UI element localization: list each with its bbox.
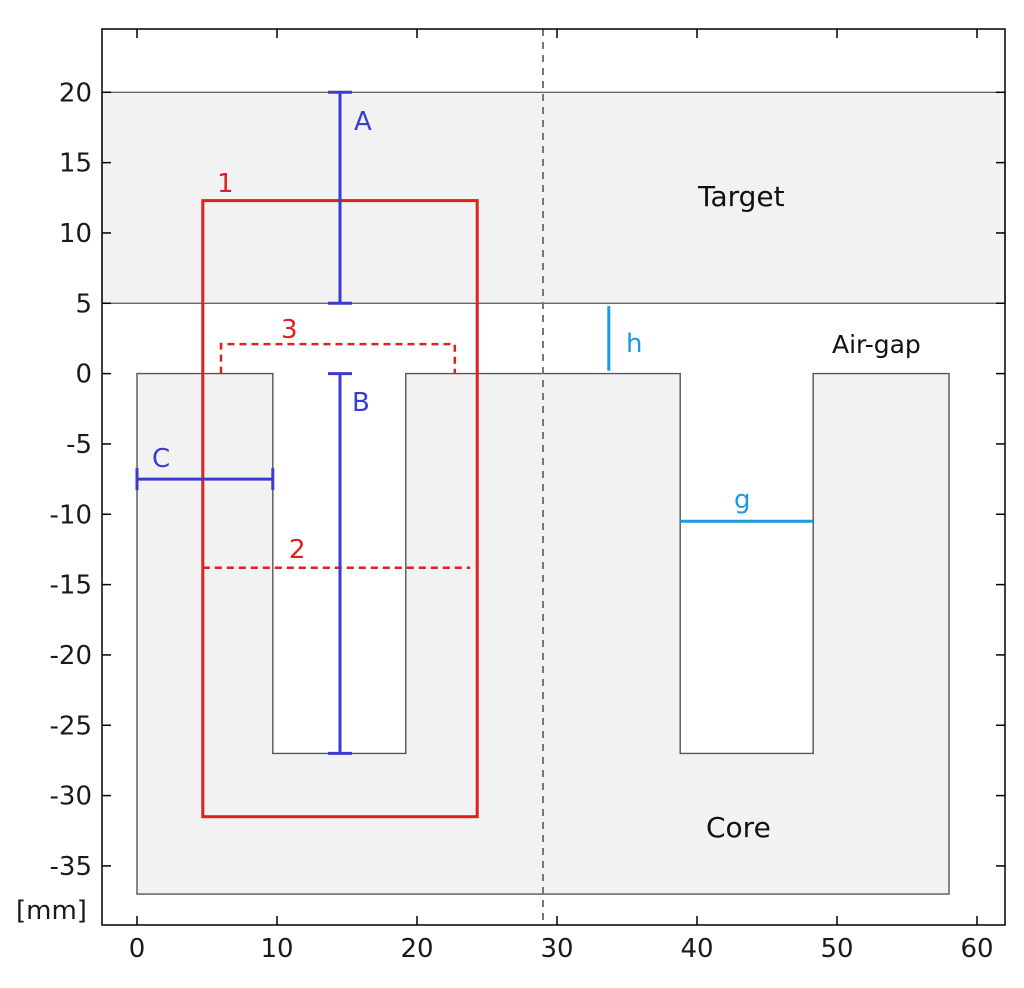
dimension-c <box>135 468 275 491</box>
label-b: B <box>352 388 370 418</box>
y-tick-label: -10 <box>50 500 92 530</box>
y-tick-label: 0 <box>75 360 92 390</box>
target-region <box>101 91 1006 304</box>
dimension-a <box>328 90 352 305</box>
y-tick-label: -25 <box>50 711 92 741</box>
y-tick-label: 5 <box>75 289 92 319</box>
x-tick-label: 20 <box>400 934 433 964</box>
x-tick-label: 0 <box>129 934 146 964</box>
plot-frame <box>101 28 1006 926</box>
label-1: 1 <box>217 169 234 199</box>
y-tick-label: -15 <box>50 571 92 601</box>
target-label: Target <box>697 180 785 213</box>
x-tick-label: 10 <box>260 934 293 964</box>
y-axis-ticks: 20 15 10 5 0 -5 -10 -15 -20 -25 -30 -35 <box>50 78 1005 882</box>
air-gap-label: Air-gap <box>832 330 921 359</box>
x-tick-label: 40 <box>680 934 713 964</box>
x-tick-label: 30 <box>540 934 573 964</box>
y-tick-label: -35 <box>50 852 92 882</box>
x-tick-label: 50 <box>820 934 853 964</box>
y-tick-label: -20 <box>50 641 92 671</box>
bracket-3-dashed <box>219 342 457 374</box>
x-tick-label: 60 <box>960 934 993 964</box>
unit-label: [mm] <box>16 896 87 926</box>
core-label: Core <box>706 811 771 844</box>
y-tick-label: -30 <box>50 782 92 812</box>
label-g: g <box>734 485 751 515</box>
label-3: 3 <box>281 315 298 345</box>
label-c: C <box>152 444 170 474</box>
y-tick-label: 20 <box>59 78 92 108</box>
y-tick-label: 15 <box>59 149 92 179</box>
label-a: A <box>354 107 372 137</box>
x-axis-ticks: 0 10 20 30 40 50 60 <box>129 29 994 964</box>
dimension-b <box>328 372 352 755</box>
y-tick-label: 10 <box>59 219 92 249</box>
label-h: h <box>626 329 642 359</box>
label-2: 2 <box>289 535 306 565</box>
y-tick-label: -5 <box>66 430 92 460</box>
